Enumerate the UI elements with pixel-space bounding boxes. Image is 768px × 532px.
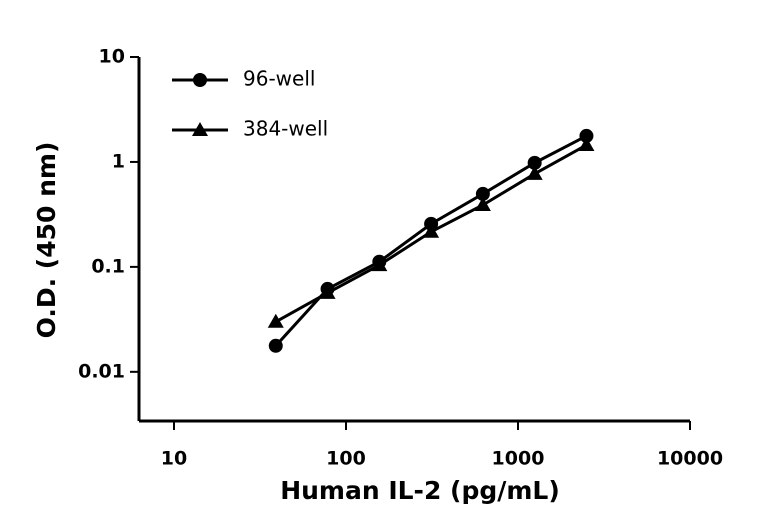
legend-label: 384-well — [243, 117, 328, 141]
y-tick-label: 0.01 — [78, 360, 125, 382]
marker — [578, 137, 595, 152]
marker — [475, 186, 490, 201]
marker — [371, 257, 388, 272]
marker — [268, 338, 283, 353]
marker — [267, 313, 284, 328]
marker — [526, 165, 543, 180]
legend-label: 96-well — [243, 67, 315, 91]
marker — [579, 128, 594, 143]
y-axis-title: O.D. (450 nm) — [32, 142, 61, 339]
marker — [193, 73, 207, 87]
x-tick-label: 10000 — [657, 448, 723, 470]
y-tick-label: 1 — [112, 150, 125, 172]
marker — [192, 122, 208, 136]
marker — [527, 155, 542, 170]
marker — [423, 223, 440, 238]
y-tick-label: 0.1 — [91, 255, 125, 277]
x-tick-label: 10 — [161, 448, 187, 470]
marker — [319, 284, 336, 299]
marker — [474, 196, 491, 211]
x-tick-label: 100 — [326, 448, 366, 470]
x-axis-title: Human IL-2 (pg/mL) — [280, 476, 560, 505]
y-tick-label: 10 — [99, 46, 125, 68]
x-tick-label: 1000 — [492, 448, 545, 470]
